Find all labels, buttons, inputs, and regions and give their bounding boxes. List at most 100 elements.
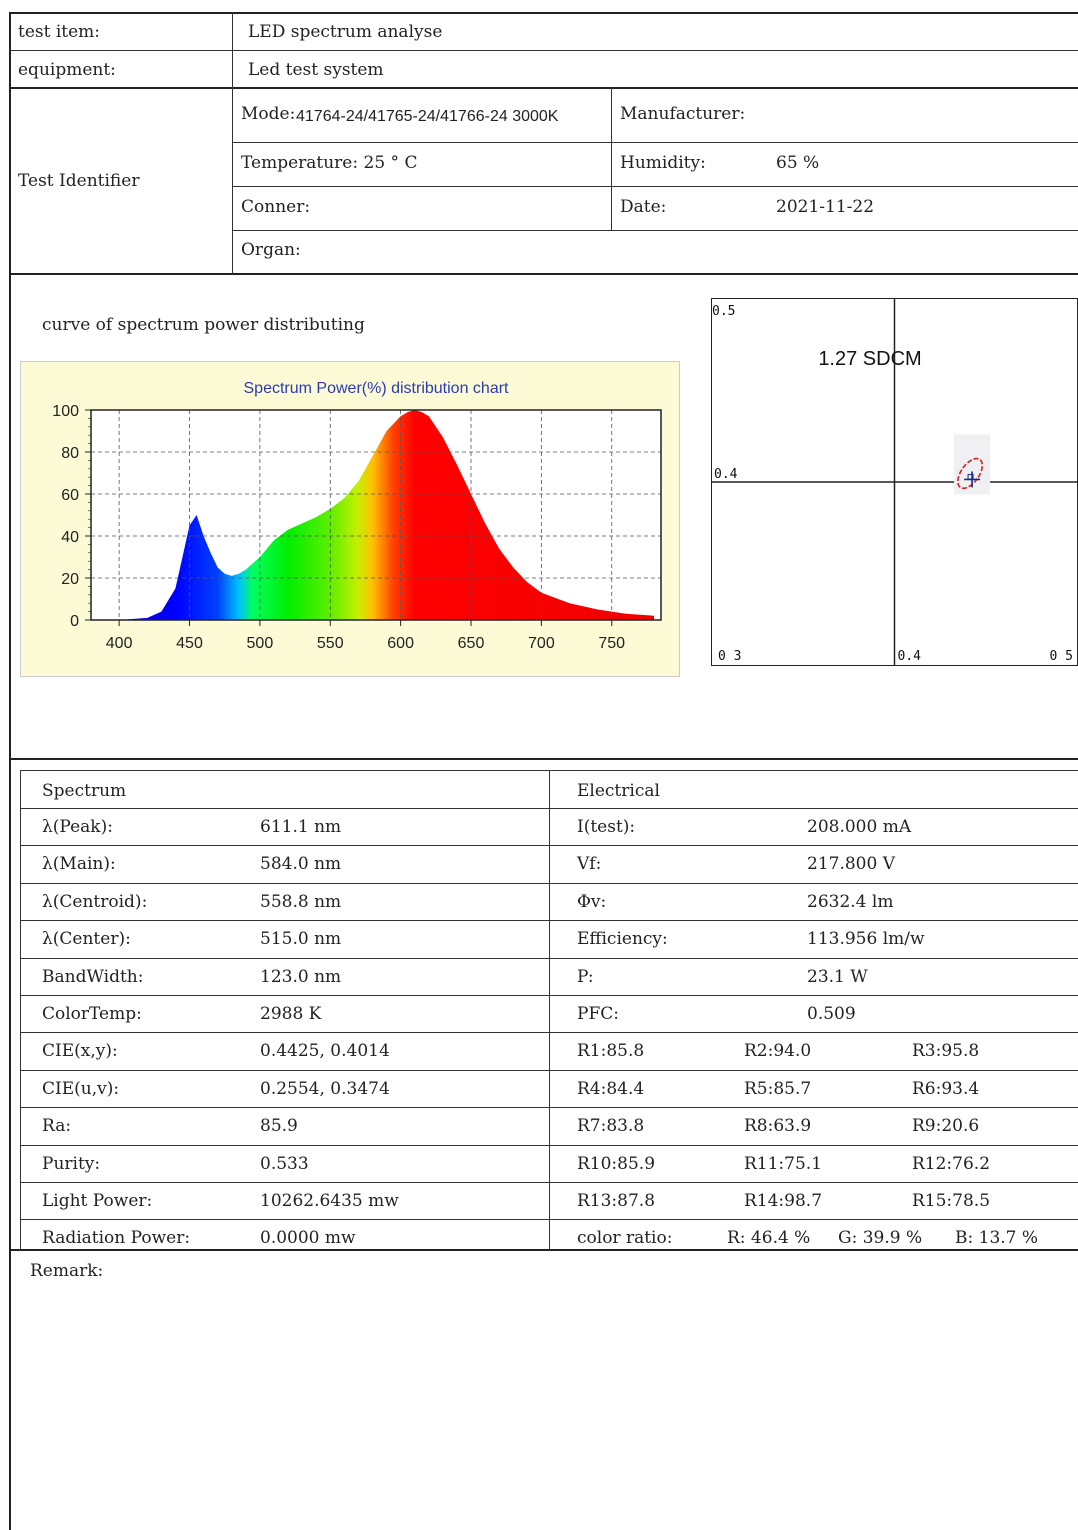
cie-chart: 1.27 SDCM 0.5 0.4 0 3 0.4 0 5: [711, 298, 1078, 666]
organ-label: Organ:: [241, 240, 301, 260]
x-tick-label: 550: [317, 635, 344, 652]
electrical-row-value: 2632.4 lm: [807, 891, 894, 912]
electrical-row-value: 217.800 V: [807, 854, 895, 875]
spectrum-row-value: 515.0 nm: [260, 929, 342, 950]
spectrum-row-value: 0.533: [260, 1153, 309, 1174]
spectrum-chart: Spectrum Power(%) distribution chart 400 4…: [20, 361, 680, 677]
y-tick-label: 80: [61, 445, 79, 462]
cri-value: R1:85.8: [577, 1041, 645, 1062]
row-divider: [20, 957, 1078, 959]
spectrum-row-value: 584.0 nm: [260, 854, 342, 875]
manufacturer-label: Manufacturer:: [620, 104, 746, 124]
cri-value: R12:76.2: [912, 1153, 991, 1174]
cie-tick-bottom-mid: 0.4: [898, 649, 922, 664]
y-tick-label: 100: [52, 403, 79, 420]
spectrum-row-value: 123.0 nm: [260, 966, 342, 987]
date-label: Date:: [620, 197, 667, 217]
temperature-field: Temperature: 25 ° C: [241, 153, 418, 173]
cri-value: R8:63.9: [744, 1116, 812, 1137]
equipment-label: equipment:: [18, 60, 116, 80]
cri-value: R4:84.4: [577, 1078, 645, 1099]
y-tick-label: 40: [61, 529, 79, 546]
cri-value: R2:94.0: [744, 1041, 812, 1062]
chart-title: Spectrum Power(%) distribution chart: [244, 380, 510, 397]
electrical-row-label: P:: [577, 966, 594, 987]
humidity-value: 65 %: [776, 153, 820, 173]
cri-value: R3:95.8: [912, 1041, 980, 1062]
mode-label: Mode:: [241, 104, 296, 124]
y-tick-label: 0: [70, 613, 79, 630]
spectrum-row-value: 611.1 nm: [260, 817, 342, 837]
test-item-label: test item:: [18, 22, 101, 42]
row-divider: [20, 882, 1078, 884]
electrical-row-value: 0.509: [807, 1004, 856, 1024]
row-divider: [20, 1219, 1078, 1221]
spectrum-row-value: 85.9: [260, 1116, 298, 1137]
spectrum-row-label: ColorTemp:: [42, 1004, 142, 1024]
row-divider: [20, 1107, 1078, 1109]
cie-macadam-ellipse: [957, 457, 984, 490]
cri-value: R7:83.8: [577, 1116, 645, 1137]
spectrum-row-label: Purity:: [42, 1153, 101, 1174]
spectrum-row-value: 0.4425, 0.4014: [260, 1041, 390, 1062]
electrical-row-value: 113.956 lm/w: [807, 929, 925, 950]
color-ratio-g: G: 39.9 %: [838, 1228, 923, 1249]
y-tick-label: 60: [61, 487, 79, 504]
row-divider: [20, 1069, 1078, 1071]
electrical-row-label: PFC:: [577, 1004, 619, 1024]
spectrum-row-value: 2988 K: [260, 1004, 322, 1024]
x-tick-label: 500: [247, 635, 274, 652]
cie-chart-svg: 1.27 SDCM 0.5 0.4 0 3 0.4 0 5: [712, 299, 1077, 665]
color-ratio-b: B: 13.7 %: [955, 1228, 1039, 1249]
spectrum-row-label: CIE(x,y):: [42, 1041, 118, 1062]
humidity-label: Humidity:: [620, 153, 706, 173]
cie-point-box: [967, 473, 974, 480]
test-identifier-label: Test Identifier: [18, 171, 140, 191]
electrical-row-label: I(test):: [577, 817, 636, 837]
cie-sdcm-label: 1.27 SDCM: [818, 348, 921, 370]
cie-tick-bottom-left: 0 3: [718, 649, 741, 664]
row-divider: [20, 1144, 1078, 1146]
conner-label: Conner:: [241, 197, 311, 217]
cri-value: R11:75.1: [744, 1153, 823, 1174]
x-tick-label: 650: [458, 635, 485, 652]
spectrum-row-value: 0.2554, 0.3474: [260, 1078, 390, 1099]
plot-frame: [90, 409, 662, 621]
test-item-value: LED spectrum analyse: [248, 22, 443, 42]
electrical-heading: Electrical: [577, 781, 660, 801]
row-divider: [20, 1032, 1078, 1034]
spectrum-row-label: λ(Centroid):: [42, 891, 148, 912]
spectrum-row-label: λ(Center):: [42, 929, 131, 950]
date-value: 2021-11-22: [776, 197, 875, 217]
color-ratio-r: R: 46.4 %: [727, 1228, 811, 1249]
electrical-row-value: 23.1 W: [807, 966, 868, 987]
row-divider: [20, 845, 1078, 847]
spectrum-row-value: 0.0000 mw: [260, 1228, 356, 1249]
spectrum-row-label: Ra:: [42, 1116, 72, 1137]
x-tick-label: 450: [176, 635, 203, 652]
row-divider: [20, 995, 1078, 996]
x-tick-label: 750: [598, 635, 625, 652]
cri-value: R13:87.8: [577, 1191, 656, 1211]
spectrum-row-label: Radiation Power:: [42, 1228, 191, 1249]
spectrum-area: [91, 410, 654, 620]
electrical-row-value: 208.000 mA: [807, 817, 912, 837]
x-tick-label: 700: [528, 635, 555, 652]
row-divider: [20, 1182, 1078, 1183]
x-tick-label: 600: [387, 635, 414, 652]
x-tick-label: 400: [106, 635, 133, 652]
row-divider: [20, 920, 1078, 922]
row-divider: [20, 808, 1078, 809]
spectrum-row-label: λ(Main):: [42, 854, 116, 875]
y-tick-label: 20: [61, 571, 79, 588]
cri-value: R5:85.7: [744, 1078, 812, 1099]
cri-value: R10:85.9: [577, 1153, 656, 1174]
cie-tick-left-mid: 0.4: [714, 467, 738, 482]
spectrum-row-label: λ(Peak):: [42, 817, 113, 837]
equipment-value: Led test system: [248, 60, 384, 80]
spectrum-row-value: 558.8 nm: [260, 891, 342, 912]
color-ratio-label: color ratio:: [577, 1228, 673, 1249]
cri-value: R15:78.5: [912, 1191, 991, 1211]
electrical-row-label: Φv:: [577, 891, 607, 912]
spectrum-heading: Spectrum: [42, 781, 127, 801]
